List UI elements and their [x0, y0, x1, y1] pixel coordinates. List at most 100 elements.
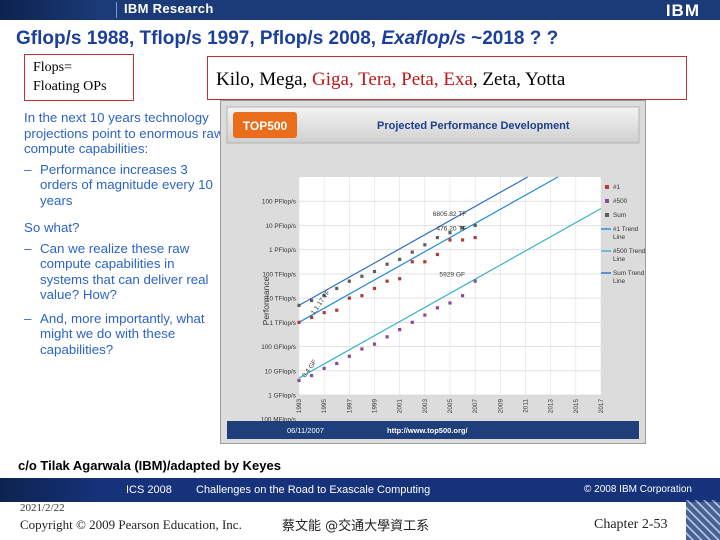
corner-decoration	[686, 500, 720, 540]
prefix-tera: Tera,	[353, 69, 397, 90]
x-tick-label: 1995	[321, 399, 328, 414]
data-point	[385, 279, 389, 283]
flops-line-1: Flops=	[33, 60, 73, 75]
data-point	[473, 279, 477, 283]
data-point	[423, 313, 427, 317]
data-point	[435, 235, 440, 240]
top-bar: IBM Research IBM	[0, 0, 720, 20]
legend-label: Line	[613, 256, 626, 263]
bullet-2-sub-1-text: Can we realize these raw compute capabil…	[40, 240, 209, 303]
prefix-exa: Exa	[438, 69, 473, 90]
data-point	[372, 286, 377, 291]
data-point	[372, 269, 377, 274]
bullet-2-sub-2-text: And, more importantly, what might we do …	[40, 310, 205, 357]
x-tick-label: 2013	[548, 399, 555, 414]
chart-frame: TOP500 Projected Performance Development…	[220, 100, 646, 444]
data-point	[347, 296, 351, 300]
footer-date: 2021/2/22	[20, 502, 65, 514]
chart-annotation: 476.20 TF	[436, 225, 466, 232]
data-point	[322, 311, 326, 315]
x-tick-label: 2003	[422, 399, 429, 414]
data-point	[297, 303, 301, 307]
data-point	[448, 238, 452, 242]
ibm-logo: IBM	[665, 1, 700, 20]
legend-marker	[605, 199, 609, 203]
top500-logo: TOP500	[243, 119, 288, 133]
x-tick-label: 1997	[346, 399, 353, 414]
data-point	[435, 306, 440, 310]
data-point	[309, 315, 314, 320]
legend-label: Line	[613, 278, 626, 285]
footer-texture	[0, 478, 100, 502]
y-tick-label: 1 PFlop/s	[269, 247, 296, 254]
footer-author: 蔡文能 @交通大學資工系	[282, 519, 430, 534]
legend-marker	[605, 213, 609, 217]
x-tick-label: 2011	[523, 399, 530, 413]
headline-exaflops: Exaflop/s	[381, 28, 466, 49]
bullet-2-sub-2: – And, more importantly, what might we do…	[24, 311, 224, 358]
data-point	[460, 294, 465, 298]
data-point	[473, 223, 477, 228]
bullet-list: In the next 10 years technology projecti…	[24, 110, 224, 365]
credit-line: c/o Tilak Agarwala (IBM)/adapted by Keye…	[18, 458, 281, 473]
footer-talk-title: Challenges on the Road to Exascale Compu…	[196, 484, 431, 496]
y-tick-label: 100 GFlop/s	[261, 344, 296, 351]
prefix-comma: ,	[472, 69, 478, 90]
data-point	[410, 250, 414, 254]
data-point	[423, 260, 427, 264]
y-tick-label: 1 TFlop/s	[269, 320, 296, 327]
footer-chapter: Chapter 2-53	[594, 517, 668, 532]
legend-marker	[605, 185, 609, 189]
y-tick-labels: 100 PFlop/s 10 PFlop/s 1 PFlop/s 100 TFlop/…	[261, 199, 296, 424]
data-point	[347, 354, 351, 358]
x-tick-labels: 1993 1995 1997 1999 2001 2003 2005 2007 2009 2011…	[296, 399, 605, 414]
headline-part-3: ~2018 ? ?	[465, 28, 559, 49]
bullet-2: So what?	[24, 220, 80, 235]
bullet-1-sub-text: Performance increases 3 orders of magnit…	[40, 161, 213, 208]
chart-annotation: 6805.82 TF	[433, 211, 467, 218]
data-point	[473, 235, 477, 240]
data-point	[410, 320, 414, 324]
prefix-peta: Peta,	[396, 69, 439, 90]
data-point	[322, 366, 326, 370]
data-point	[297, 320, 301, 324]
bullet-1: In the next 10 years technology projecti…	[24, 110, 224, 156]
y-tick-label: 10 GFlop/s	[265, 368, 296, 375]
chart-annotation: 5929 GF	[439, 271, 465, 278]
y-tick-label: 100 PFlop/s	[262, 199, 296, 206]
data-point	[297, 378, 301, 383]
footer-bar: ICS 2008 Challenges on the Road to Exasc…	[0, 478, 720, 502]
legend-label: Sum Trend	[613, 270, 645, 277]
flops-line-2: Floating OPs	[33, 79, 107, 94]
y-tick-label: 100 MFlop/s	[261, 417, 296, 424]
chart-url[interactable]: http://www.top500.org/	[387, 426, 468, 435]
x-tick-label: 2009	[497, 399, 504, 414]
x-tick-label: 2017	[598, 399, 605, 414]
legend-label: Sum	[613, 212, 626, 219]
data-point	[385, 335, 389, 339]
dash-2: –	[24, 240, 32, 256]
legend-label: #500	[613, 198, 628, 205]
prefix-zetta: Zeta,	[477, 69, 521, 90]
data-point	[335, 286, 339, 291]
data-points	[297, 223, 477, 383]
headline-part-1: Gflop/s 1988, Tflop/s 1997, Pflop/s 2008…	[16, 28, 382, 49]
dash-1: –	[24, 161, 32, 177]
data-point	[360, 274, 364, 278]
performance-chart: TOP500 Projected Performance Development…	[221, 101, 646, 443]
data-point	[309, 298, 314, 303]
data-point	[347, 279, 351, 283]
data-point	[322, 294, 326, 298]
trend-line-3	[298, 176, 528, 306]
data-point	[435, 252, 440, 257]
footer-conference: ICS 2008	[126, 484, 172, 496]
brand-label: IBM Research	[124, 1, 214, 16]
gridlines	[298, 177, 602, 420]
slide-headline: Gflop/s 1988, Tflop/s 1997, Pflop/s 2008…	[16, 28, 558, 50]
dash-3: –	[24, 310, 32, 326]
x-tick-label: 2005	[447, 399, 454, 414]
y-tick-label: 100 TFlop/s	[262, 271, 296, 278]
legend-label: #500 Trend	[613, 248, 645, 255]
data-point	[309, 374, 314, 378]
prefix-giga: Giga,	[307, 69, 354, 90]
